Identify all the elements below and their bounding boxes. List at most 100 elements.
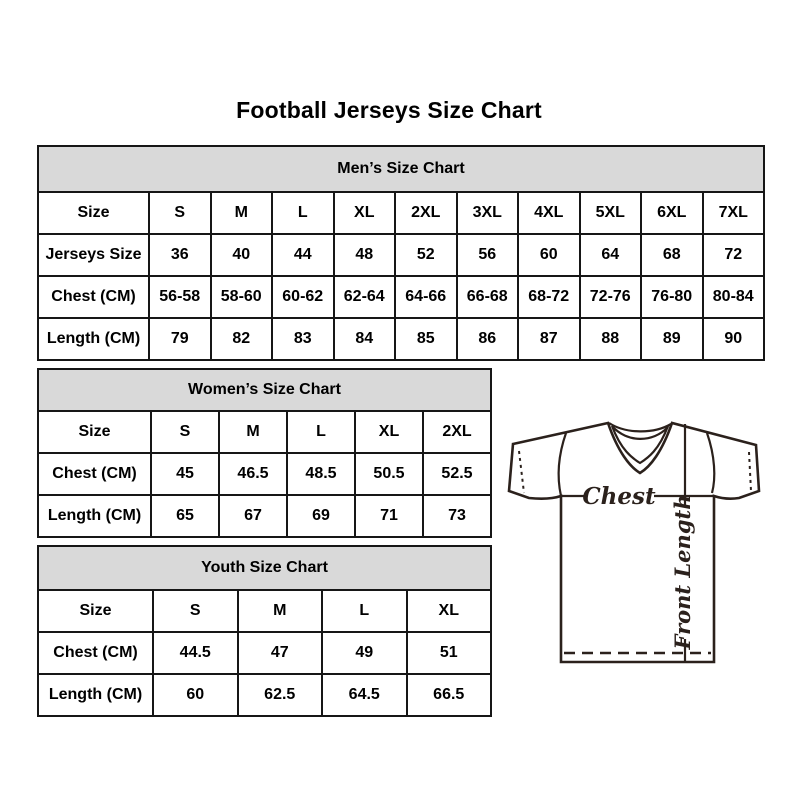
value-cell: 56-58 (148, 275, 212, 319)
chest-label: Chest (582, 483, 656, 510)
value-cell: 45 (150, 452, 220, 496)
table-row: Length (CM) 65 67 69 71 73 (37, 494, 492, 538)
table-caption-row: Youth Size Chart (37, 545, 492, 591)
value-cell: 67 (218, 494, 288, 538)
value-cell: 72 (701, 233, 765, 277)
header-cell: XL (354, 410, 424, 454)
row-label-cell: Length (CM) (37, 673, 154, 717)
value-cell: 86 (455, 317, 519, 361)
header-cell: 2XL (394, 191, 458, 235)
row-label-cell: Size (37, 410, 152, 454)
page-title: Football Jerseys Size Chart (236, 97, 542, 123)
jersey-size-diagram: Chest Front Length (507, 421, 761, 664)
value-cell: 79 (148, 317, 212, 361)
table-caption: Men’s Size Chart (37, 145, 765, 193)
value-cell: 64-66 (394, 275, 458, 319)
value-cell: 62-64 (332, 275, 396, 319)
collar-inner-v-line (610, 425, 670, 465)
value-cell: 90 (701, 317, 765, 361)
header-cell: S (152, 589, 239, 633)
front-length-label: Front Length (670, 495, 695, 651)
collar-back-arc (608, 422, 672, 433)
value-cell: 48.5 (286, 452, 356, 496)
value-cell: 50.5 (354, 452, 424, 496)
table-caption: Women’s Size Chart (37, 368, 492, 412)
value-cell: 73 (422, 494, 492, 538)
value-cell: 51 (405, 631, 492, 675)
row-label-cell: Jerseys Size (37, 233, 150, 277)
left-cuff-stitch-line (518, 450, 525, 494)
value-cell: 69 (286, 494, 356, 538)
value-cell: 71 (354, 494, 424, 538)
value-cell: 76-80 (640, 275, 704, 319)
value-cell: 44.5 (152, 631, 239, 675)
header-cell: 7XL (701, 191, 765, 235)
header-cell: XL (332, 191, 396, 235)
value-cell: 60 (152, 673, 239, 717)
header-cell: S (150, 410, 220, 454)
value-cell: 58-60 (209, 275, 273, 319)
value-cell: 60 (517, 233, 581, 277)
value-cell: 87 (517, 317, 581, 361)
left-sleeve-seam (557, 432, 568, 497)
header-cell: XL (405, 589, 492, 633)
header-cell: L (271, 191, 335, 235)
row-label-cell: Chest (CM) (37, 452, 152, 496)
header-cell: S (148, 191, 212, 235)
header-cell: M (209, 191, 273, 235)
table-caption-row: Women’s Size Chart (37, 368, 492, 412)
value-cell: 66-68 (455, 275, 519, 319)
header-cell: 4XL (517, 191, 581, 235)
table-row: Chest (CM) 56-58 58-60 60-62 62-64 64-66… (37, 275, 765, 319)
value-cell: 48 (332, 233, 396, 277)
value-cell: 49 (321, 631, 408, 675)
value-cell: 84 (332, 317, 396, 361)
table-row: Jerseys Size 36 40 44 48 52 56 60 64 68 … (37, 233, 765, 277)
header-cell: M (236, 589, 323, 633)
header-cell: M (218, 410, 288, 454)
table-row: Size S M L XL (37, 589, 492, 633)
table-row: Length (CM) 60 62.5 64.5 66.5 (37, 673, 492, 717)
header-cell: 2XL (422, 410, 492, 454)
value-cell: 56 (455, 233, 519, 277)
value-cell: 64 (578, 233, 642, 277)
value-cell: 46.5 (218, 452, 288, 496)
value-cell: 62.5 (236, 673, 323, 717)
value-cell: 72-76 (578, 275, 642, 319)
value-cell: 44 (271, 233, 335, 277)
jersey-outline (507, 421, 761, 664)
row-label-cell: Size (37, 589, 154, 633)
table-row: Chest (CM) 45 46.5 48.5 50.5 52.5 (37, 452, 492, 496)
right-sleeve-seam (705, 432, 716, 494)
youth-size-table: Youth Size Chart Size S M L XL Chest (CM… (37, 545, 492, 717)
value-cell: 52.5 (422, 452, 492, 496)
value-cell: 52 (394, 233, 458, 277)
front-length-label-group: Front Length (669, 495, 696, 651)
row-label-cell: Chest (CM) (37, 275, 150, 319)
table-caption: Youth Size Chart (37, 545, 492, 591)
value-cell: 89 (640, 317, 704, 361)
table-row: Size S M L XL 2XL 3XL 4XL 5XL 6XL 7XL (37, 191, 765, 235)
header-cell: L (321, 589, 408, 633)
header-cell: 3XL (455, 191, 519, 235)
row-label-cell: Length (CM) (37, 494, 152, 538)
value-cell: 47 (236, 631, 323, 675)
value-cell: 68-72 (517, 275, 581, 319)
value-cell: 88 (578, 317, 642, 361)
table-row: Size S M L XL 2XL (37, 410, 492, 454)
value-cell: 83 (271, 317, 335, 361)
value-cell: 66.5 (405, 673, 492, 717)
row-label-cell: Length (CM) (37, 317, 150, 361)
collar-back-inner-arc (611, 425, 669, 440)
row-label-cell: Size (37, 191, 150, 235)
value-cell: 64.5 (321, 673, 408, 717)
table-row: Length (CM) 79 82 83 84 85 86 87 88 89 9… (37, 317, 765, 361)
table-caption-row: Men’s Size Chart (37, 145, 765, 193)
value-cell: 36 (148, 233, 212, 277)
chest-label-backdrop (584, 483, 654, 509)
mens-size-table: Men’s Size Chart Size S M L XL 2XL 3XL 4… (37, 145, 765, 361)
table-row: Chest (CM) 44.5 47 49 51 (37, 631, 492, 675)
row-label-cell: Chest (CM) (37, 631, 154, 675)
value-cell: 60-62 (271, 275, 335, 319)
